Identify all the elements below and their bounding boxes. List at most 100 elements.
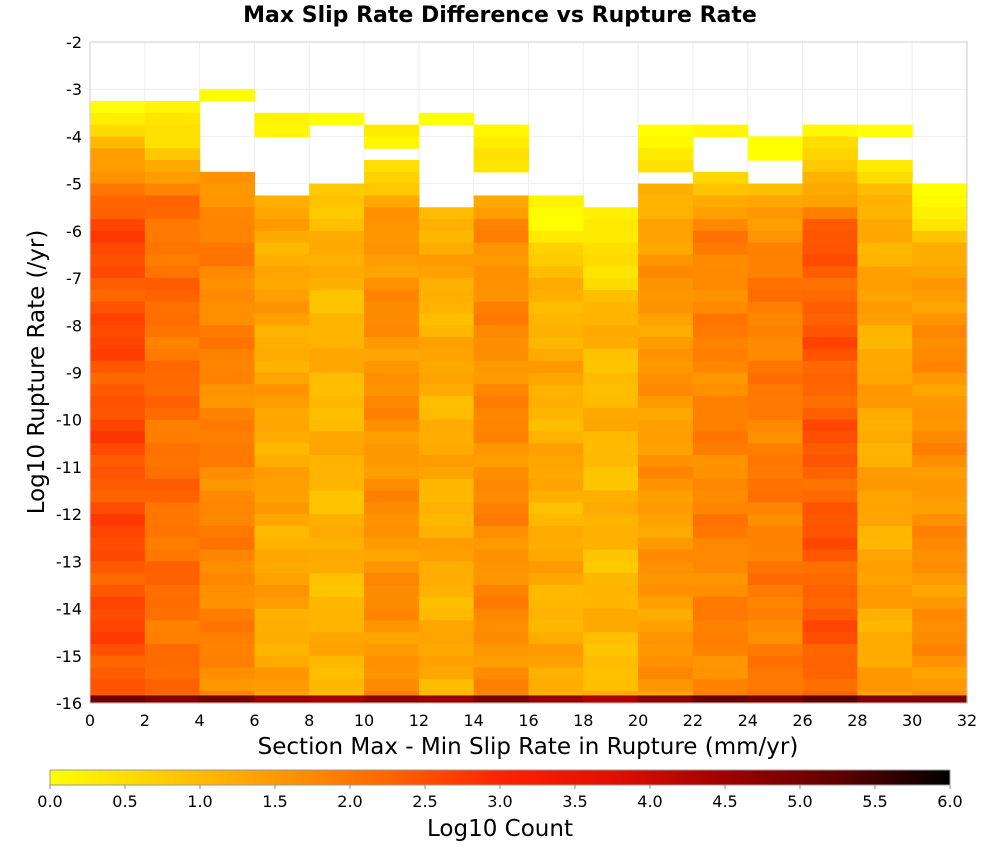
heatmap-cell	[912, 254, 968, 267]
heatmap-cell	[90, 266, 146, 279]
heatmap-cell	[254, 608, 310, 621]
heatmap-cell	[254, 643, 310, 657]
heatmap-cell	[254, 632, 310, 645]
heatmap-cell	[144, 655, 201, 669]
heatmap-cell	[638, 561, 694, 574]
heatmap-cell	[418, 325, 475, 338]
heatmap-cell	[364, 313, 420, 326]
heatmap-cell	[638, 183, 694, 197]
heatmap-cell	[912, 455, 968, 468]
heatmap-cell	[857, 502, 913, 515]
heatmap-cell	[528, 313, 584, 326]
heatmap-cell	[583, 372, 639, 385]
heatmap-cell	[309, 230, 365, 244]
heatmap-cell	[364, 160, 420, 173]
heatmap-cell	[473, 419, 530, 433]
heatmap-cell	[90, 219, 146, 232]
heatmap-cell	[309, 443, 365, 456]
heatmap-cell	[364, 207, 420, 220]
heatmap-cell	[144, 348, 201, 362]
heatmap-cell	[528, 573, 584, 586]
heatmap-cell	[692, 195, 749, 208]
heatmap-cell-bottom	[90, 695, 146, 703]
heatmap-cell	[473, 148, 530, 161]
heatmap-cell	[747, 372, 804, 385]
heatmap-cell	[418, 360, 475, 374]
heatmap-cell	[802, 643, 858, 657]
heatmap-cell	[747, 207, 804, 220]
heatmap-cell	[802, 266, 858, 279]
heatmap-cell	[254, 431, 310, 444]
heatmap-cell	[747, 136, 804, 149]
heatmap-cell	[199, 301, 256, 315]
heatmap-cell	[638, 632, 694, 645]
heatmap-cell	[638, 455, 694, 468]
colorbar-tick-label: 0.5	[112, 792, 137, 811]
x-axis-label: Section Max - Min Slip Rate in Rupture (…	[258, 734, 799, 760]
heatmap-cell	[418, 679, 475, 692]
heatmap-cell	[912, 301, 968, 315]
heatmap-cell	[309, 514, 365, 527]
heatmap-cell	[144, 514, 201, 527]
heatmap-cell	[473, 549, 530, 562]
heatmap-cell	[528, 337, 584, 350]
heatmap-cell	[254, 289, 310, 303]
heatmap-cell	[857, 632, 913, 645]
heatmap-cell	[912, 219, 968, 232]
heatmap-cell	[583, 419, 639, 433]
heatmap-cell	[90, 596, 146, 610]
heatmap-cell	[692, 183, 749, 197]
heatmap-cell	[528, 620, 584, 633]
heatmap-cell	[638, 466, 694, 480]
heatmap-cell	[473, 620, 530, 633]
heatmap-cell	[418, 667, 475, 680]
heatmap-cell	[364, 573, 420, 586]
heatmap-cell	[364, 584, 420, 598]
heatmap-cell	[473, 325, 530, 338]
heatmap-cell	[418, 561, 475, 574]
heatmap-cell	[528, 301, 584, 315]
heatmap-cell	[144, 632, 201, 645]
heatmap-cell	[309, 455, 365, 468]
heatmap-cell	[912, 278, 968, 291]
heatmap-cell	[418, 490, 475, 503]
heatmap-cell	[364, 525, 420, 539]
heatmap-cell	[473, 679, 530, 692]
heatmap-cell	[90, 478, 146, 492]
heatmap-cell	[528, 419, 584, 433]
heatmap-cell	[418, 455, 475, 468]
heatmap-cell	[418, 608, 475, 621]
heatmap-cell	[199, 219, 256, 232]
heatmap-cell	[692, 466, 749, 480]
heatmap-cell	[802, 136, 858, 149]
heatmap-cell	[583, 608, 639, 621]
heatmap-cell	[692, 254, 749, 267]
heatmap-cell	[747, 230, 804, 244]
heatmap-cell	[857, 478, 913, 492]
heatmap-cell	[747, 478, 804, 492]
heatmap-cell	[254, 549, 310, 562]
heatmap-cell	[144, 478, 201, 492]
heatmap-cell	[418, 549, 475, 562]
heatmap-cell	[90, 502, 146, 515]
heatmap-cell	[364, 278, 420, 291]
heatmap-cell	[473, 337, 530, 350]
heatmap-cell	[692, 431, 749, 444]
heatmap-cell	[857, 289, 913, 303]
heatmap-cell	[309, 525, 365, 539]
heatmap-cell	[912, 325, 968, 338]
heatmap-cell	[144, 407, 201, 421]
x-tick-label: 20	[628, 711, 648, 730]
heatmap-cell	[309, 667, 365, 680]
heatmap-cell	[473, 632, 530, 645]
heatmap-cell	[747, 584, 804, 598]
heatmap-cell	[199, 596, 256, 610]
heatmap-cell	[144, 537, 201, 551]
heatmap-cell-bottom	[583, 695, 639, 703]
heatmap-cell	[528, 643, 584, 657]
heatmap-cell	[692, 372, 749, 385]
heatmap-cell	[473, 655, 530, 669]
heatmap-cell	[473, 195, 530, 208]
heatmap-cell	[364, 608, 420, 621]
heatmap-cell	[309, 396, 365, 409]
